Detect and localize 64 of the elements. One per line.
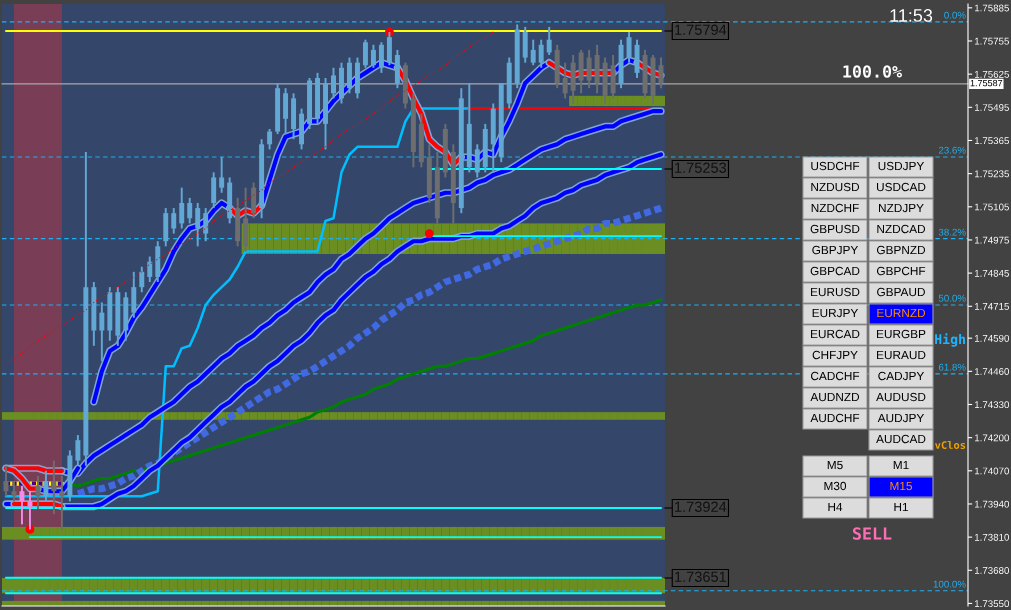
text: M15 [890, 481, 912, 491]
text: H1 [894, 502, 908, 512]
text: NZDCAD [877, 224, 926, 234]
text: 100.0% [933, 580, 966, 588]
text: GBPAUD [877, 287, 925, 297]
y-tick-label: 1.75755 [974, 37, 1009, 45]
text: M1 [893, 460, 909, 470]
y-tick-label: 1.73680 [974, 567, 1010, 574]
y-tick-label: 1.74715 [974, 303, 1009, 310]
text: M5 [827, 460, 843, 470]
text: M30 [824, 481, 847, 491]
text: CADJPY [878, 371, 925, 381]
y-tick-label: 1.75625 [974, 70, 1009, 78]
text: AUDCAD [876, 434, 926, 444]
text: 0.0% [944, 11, 966, 19]
y-tick-label: 1.75235 [974, 170, 1009, 178]
y-tick-label: 1.74460 [974, 368, 1010, 375]
text: 61.8% [938, 363, 966, 371]
y-tick-label: 1.73940 [974, 500, 1010, 508]
text: USDJPY [878, 161, 925, 171]
text: 23.6% [938, 146, 966, 154]
y-tick-label: 1.74070 [974, 467, 1010, 475]
y-tick-label: 1.75495 [974, 104, 1009, 111]
text: EURJPY [812, 308, 859, 318]
y-tick-label: 1.74845 [974, 269, 1009, 277]
y-tick-label: 1.73810 [974, 533, 1010, 541]
text: H4 [828, 502, 843, 512]
text: NZDCHF [811, 203, 859, 213]
text: USDCAD [876, 182, 926, 192]
text: 38.2% [938, 228, 966, 236]
text: CHFJPY [812, 350, 858, 360]
text: EURCAD [811, 329, 860, 339]
text: NZDJPY [879, 203, 924, 213]
text: CADCHF [811, 371, 860, 381]
text: vClos [935, 440, 966, 450]
text: AUDUSD [876, 392, 926, 402]
y-tick-label: 1.73550 [974, 600, 1010, 608]
text: NZDUSD [811, 182, 860, 192]
y-tick-label: 1.75365 [974, 137, 1009, 145]
text: 50.0% [938, 294, 966, 302]
y-tick-label: 1.74590 [974, 334, 1010, 342]
y-tick-label: 1.75885 [974, 4, 1009, 12]
text: GBPCAD [810, 266, 860, 276]
text: EURUSD [811, 287, 860, 297]
text: SELL [852, 527, 892, 540]
text: EURNZD [877, 308, 926, 318]
text: GBPNZD [877, 245, 926, 255]
y-tick-label: 1.74200 [974, 434, 1010, 442]
text: GBPUSD [810, 224, 860, 234]
text: GBPCHF [877, 266, 926, 276]
ref-line-label: 1.75587 [970, 79, 1003, 87]
text: GBPJPY [812, 245, 859, 255]
y-tick-label: 1.75105 [974, 203, 1009, 211]
text: AUDCHF [810, 413, 860, 423]
text: AUDJPY [877, 413, 925, 423]
text: 100.0% [843, 65, 902, 78]
text: USDCHF [811, 161, 860, 171]
text: 11:53 [890, 9, 933, 22]
text: High [935, 333, 965, 347]
y-tick-label: 1.74975 [974, 236, 1009, 244]
text: AUDNZD [810, 392, 860, 402]
text: EURAUD [877, 350, 926, 360]
y-tick-label: 1.74330 [974, 401, 1010, 409]
text: EURGBP [877, 329, 926, 339]
